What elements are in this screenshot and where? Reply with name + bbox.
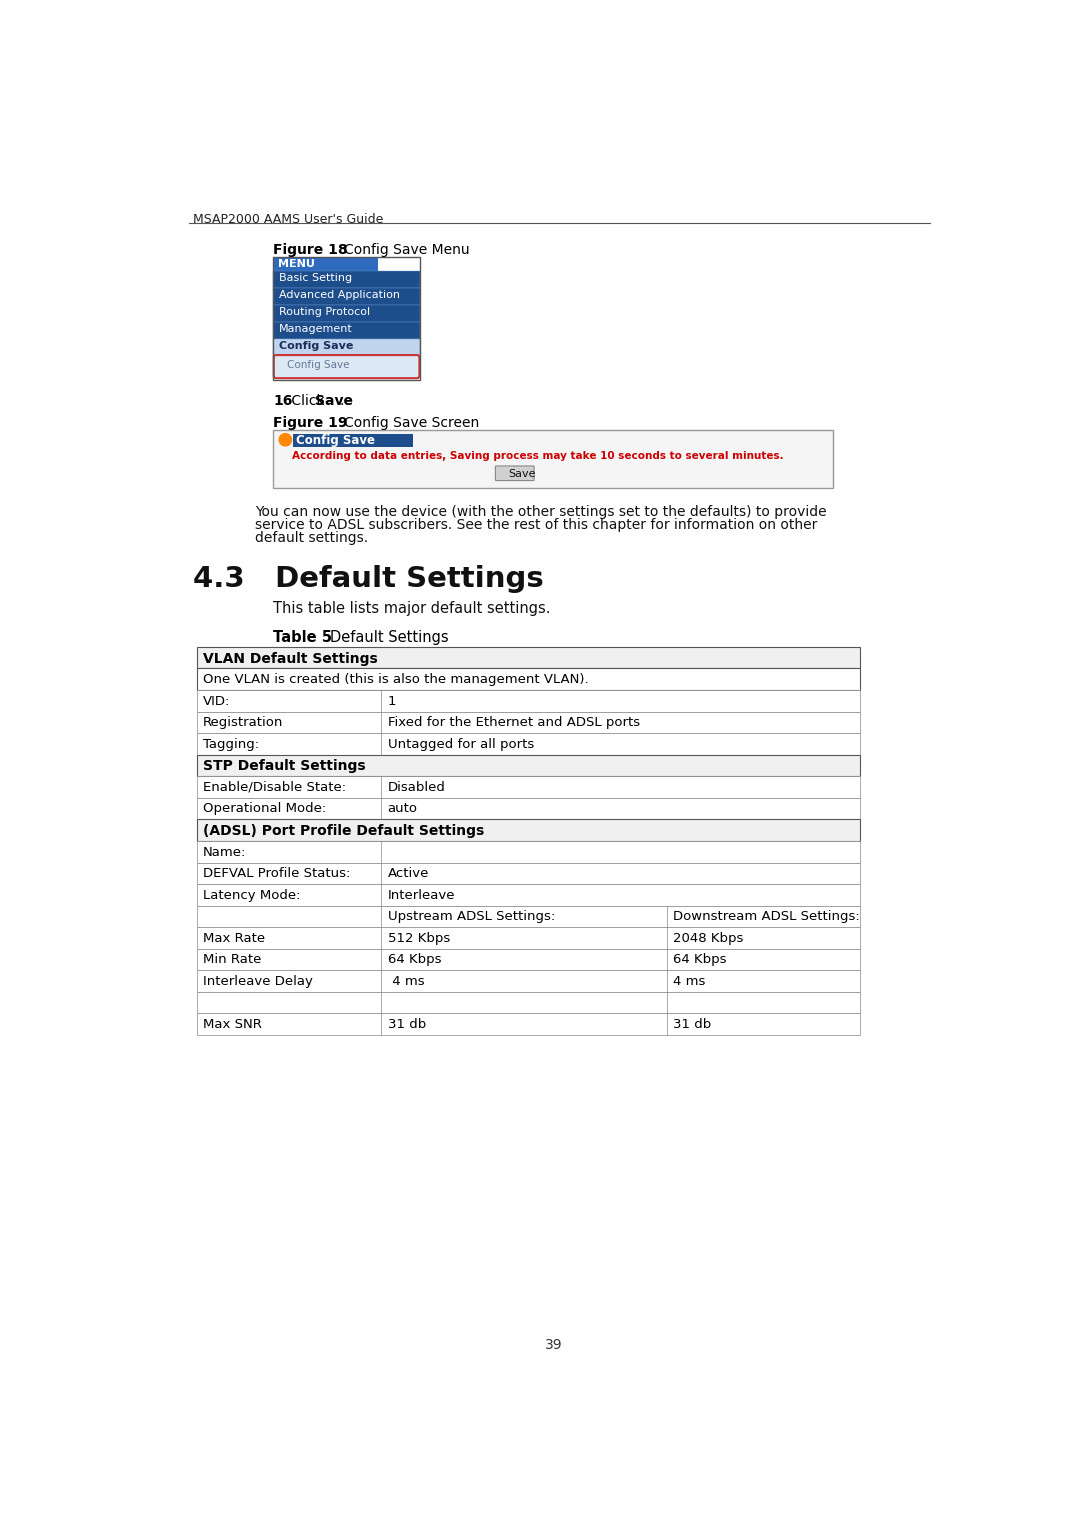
Text: 16: 16 xyxy=(273,394,293,408)
Bar xyxy=(273,306,420,322)
FancyBboxPatch shape xyxy=(496,466,535,481)
Text: 31 db: 31 db xyxy=(388,1018,426,1031)
Text: Config Save: Config Save xyxy=(279,341,353,351)
Text: default settings.: default settings. xyxy=(255,532,368,545)
Text: 4 ms: 4 ms xyxy=(388,975,424,989)
Text: Fixed for the Ethernet and ADSL ports: Fixed for the Ethernet and ADSL ports xyxy=(388,717,639,729)
Bar xyxy=(293,434,414,446)
Bar xyxy=(197,819,861,840)
Text: 31 db: 31 db xyxy=(673,1018,711,1031)
Text: Registration: Registration xyxy=(203,717,284,729)
Text: DEFVAL Profile Status:: DEFVAL Profile Status: xyxy=(203,866,351,880)
Text: Operational Mode:: Operational Mode: xyxy=(203,802,326,816)
Text: Untagged for all ports: Untagged for all ports xyxy=(388,738,534,750)
Text: Click: Click xyxy=(287,394,329,408)
Bar xyxy=(273,322,420,339)
Bar xyxy=(197,755,861,776)
Text: Disabled: Disabled xyxy=(388,781,446,795)
Text: Save: Save xyxy=(314,394,353,408)
Text: One VLAN is created (this is also the management VLAN).: One VLAN is created (this is also the ma… xyxy=(203,672,589,686)
Text: Min Rate: Min Rate xyxy=(203,953,261,966)
Text: service to ADSL subscribers. See the rest of this chapter for information on oth: service to ADSL subscribers. See the res… xyxy=(255,518,818,532)
Text: Table 5: Table 5 xyxy=(273,630,332,645)
Bar xyxy=(197,646,861,668)
Text: Upstream ADSL Settings:: Upstream ADSL Settings: xyxy=(388,911,555,923)
Bar xyxy=(197,668,861,691)
Bar xyxy=(197,862,861,885)
Text: 4.3   Default Settings: 4.3 Default Settings xyxy=(193,565,544,593)
Text: 64 Kbps: 64 Kbps xyxy=(673,953,727,966)
Text: STP Default Settings: STP Default Settings xyxy=(203,759,366,773)
Text: 1: 1 xyxy=(388,695,396,707)
Text: Figure 18: Figure 18 xyxy=(273,243,348,257)
Text: 4 ms: 4 ms xyxy=(673,975,705,989)
Text: (ADSL) Port Profile Default Settings: (ADSL) Port Profile Default Settings xyxy=(203,824,485,837)
Text: Downstream ADSL Settings:: Downstream ADSL Settings: xyxy=(673,911,860,923)
Text: Config Save: Config Save xyxy=(287,359,350,370)
Text: Name:: Name: xyxy=(203,845,246,859)
Circle shape xyxy=(279,434,292,446)
Text: Routing Protocol: Routing Protocol xyxy=(279,307,370,318)
Bar xyxy=(273,289,420,306)
Bar xyxy=(273,270,420,289)
Bar xyxy=(197,927,861,949)
Text: Management: Management xyxy=(279,324,353,335)
Text: Latency Mode:: Latency Mode: xyxy=(203,889,300,902)
Text: Advanced Application: Advanced Application xyxy=(279,290,401,301)
Bar xyxy=(273,257,420,380)
Text: Max SNR: Max SNR xyxy=(203,1018,262,1031)
Bar xyxy=(273,257,378,270)
Bar xyxy=(197,798,861,819)
Text: You can now use the device (with the other settings set to the defaults) to prov: You can now use the device (with the oth… xyxy=(255,506,827,520)
Bar xyxy=(197,776,861,798)
Text: VLAN Default Settings: VLAN Default Settings xyxy=(203,651,378,666)
Text: Config Save Screen: Config Save Screen xyxy=(345,416,480,429)
Bar xyxy=(273,429,833,489)
Text: Active: Active xyxy=(388,866,429,880)
Bar xyxy=(197,906,861,927)
Text: Config Save: Config Save xyxy=(296,434,375,446)
Text: VID:: VID: xyxy=(203,695,230,707)
Text: Config Save Menu: Config Save Menu xyxy=(345,243,470,257)
Text: 64 Kbps: 64 Kbps xyxy=(388,953,441,966)
FancyBboxPatch shape xyxy=(273,354,419,377)
Bar xyxy=(197,733,861,755)
Text: Tagging:: Tagging: xyxy=(203,738,259,750)
Text: According to data entries, Saving process may take 10 seconds to several minutes: According to data entries, Saving proces… xyxy=(293,451,784,460)
Text: MENU: MENU xyxy=(278,258,314,269)
Bar xyxy=(197,691,861,712)
Bar xyxy=(197,712,861,733)
Text: auto: auto xyxy=(388,802,418,816)
Text: 512 Kbps: 512 Kbps xyxy=(388,932,450,944)
Text: Max Rate: Max Rate xyxy=(203,932,266,944)
Text: Figure 19: Figure 19 xyxy=(273,416,348,429)
Bar xyxy=(273,339,420,356)
Bar xyxy=(197,1013,861,1034)
Bar xyxy=(197,840,861,862)
Text: Interleave: Interleave xyxy=(388,889,455,902)
Text: Basic Setting: Basic Setting xyxy=(279,274,352,284)
Text: MSAP2000 AAMS User's Guide: MSAP2000 AAMS User's Guide xyxy=(193,212,383,226)
Text: 39: 39 xyxy=(544,1339,563,1352)
Bar xyxy=(197,949,861,970)
Text: Default Settings: Default Settings xyxy=(330,630,449,645)
Bar xyxy=(197,992,861,1013)
Text: Interleave Delay: Interleave Delay xyxy=(203,975,313,989)
Bar xyxy=(197,970,861,992)
Text: Save: Save xyxy=(508,469,536,480)
Text: This table lists major default settings.: This table lists major default settings. xyxy=(273,601,551,616)
Text: .: . xyxy=(339,394,343,408)
Bar xyxy=(197,885,861,906)
Text: 2048 Kbps: 2048 Kbps xyxy=(673,932,743,944)
Text: Enable/Disable State:: Enable/Disable State: xyxy=(203,781,347,795)
